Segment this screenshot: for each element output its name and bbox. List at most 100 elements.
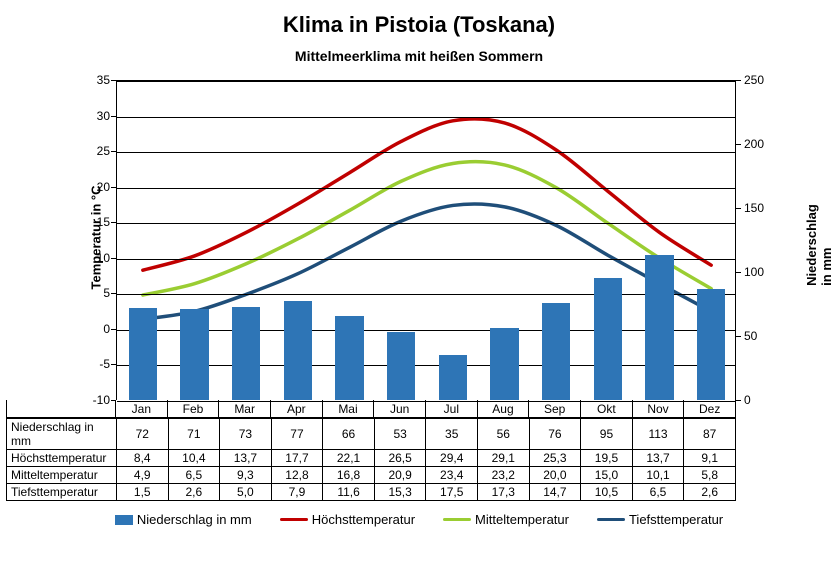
y2-tick-label: 0	[744, 393, 751, 407]
table-cell: 5,8	[684, 467, 736, 484]
bar-precip	[129, 308, 157, 400]
gridline	[117, 152, 736, 153]
table-cell: 15,3	[374, 484, 426, 501]
table-cell: 6,5	[632, 484, 684, 501]
table-cell: 113	[632, 419, 684, 450]
y1-tickmark	[111, 258, 116, 259]
table-row: Höchsttemperatur8,410,413,717,722,126,52…	[7, 450, 736, 467]
table-cell: 17,5	[426, 484, 478, 501]
y2-tickmark	[736, 80, 741, 81]
line-tmin	[143, 204, 711, 319]
table-cell: 17,7	[271, 450, 323, 467]
table-cell: 76	[529, 419, 581, 450]
table-row: Mitteltemperatur4,96,59,312,816,820,923,…	[7, 467, 736, 484]
table-cell: 66	[323, 419, 375, 450]
climate-chart-container: Klima in Pistoia (Toskana) Mittelmeerkli…	[0, 0, 838, 579]
bar-precip	[490, 328, 518, 400]
table-cell: 23,2	[478, 467, 530, 484]
y1-tick-label: 15	[82, 215, 110, 229]
line-tmax	[143, 119, 711, 270]
line-tmean	[143, 162, 711, 295]
y2-tickmark	[736, 144, 741, 145]
table-cell: 23,4	[426, 467, 478, 484]
table-cell: 53	[374, 419, 426, 450]
legend-item-tmin: Tiefsttemperatur	[597, 512, 723, 527]
y2-axis-line	[735, 81, 736, 400]
table-cell: 13,7	[632, 450, 684, 467]
category-label: Mai	[323, 400, 375, 418]
bar-precip	[542, 303, 570, 400]
legend-swatch	[280, 518, 308, 521]
table-cell: 20,0	[529, 467, 581, 484]
table-cell: 1,5	[116, 484, 168, 501]
bar-precip	[645, 255, 673, 400]
legend-label: Niederschlag in mm	[137, 512, 252, 527]
category-label: Aug	[478, 400, 530, 418]
category-label: Dez	[684, 400, 736, 418]
table-cell: 71	[168, 419, 220, 450]
category-label: Jan	[116, 400, 168, 418]
y1-tickmark	[111, 80, 116, 81]
y1-tick-label: 30	[82, 109, 110, 123]
y2-tickmark	[736, 400, 741, 401]
category-label: Feb	[168, 400, 220, 418]
gridline	[117, 223, 736, 224]
legend-label: Mitteltemperatur	[475, 512, 569, 527]
category-label: Sep	[529, 400, 581, 418]
category-label: Nov	[633, 400, 685, 418]
y2-tick-label: 250	[744, 73, 764, 87]
table-cell: 77	[271, 419, 323, 450]
gridline	[117, 330, 736, 331]
table-cell: 73	[220, 419, 272, 450]
table-cell: 10,1	[632, 467, 684, 484]
table-cell: 20,9	[374, 467, 426, 484]
chart-title: Klima in Pistoia (Toskana)	[0, 12, 838, 38]
category-label: Jul	[426, 400, 478, 418]
y1-tick-label: -5	[82, 357, 110, 371]
y1-axis-label: Temperatur in °C	[88, 186, 103, 290]
chart-subtitle: Mittelmeerklima mit heißen Sommern	[0, 48, 838, 64]
y1-tick-label: 20	[82, 180, 110, 194]
table-cell: 19,5	[581, 450, 633, 467]
y1-tickmark	[111, 222, 116, 223]
gridline	[117, 117, 736, 118]
gridline	[117, 81, 736, 82]
bar-precip	[594, 278, 622, 400]
table-row: Niederschlag in mm7271737766533556769511…	[7, 419, 736, 450]
legend-label: Tiefsttemperatur	[629, 512, 723, 527]
y1-tickmark	[111, 151, 116, 152]
table-cell: 95	[581, 419, 633, 450]
table-cell: 87	[684, 419, 736, 450]
y1-tick-label: 35	[82, 73, 110, 87]
legend-item-tmean: Mitteltemperatur	[443, 512, 569, 527]
table-cell: 29,4	[426, 450, 478, 467]
gridline	[117, 365, 736, 366]
bar-precip	[439, 355, 467, 400]
y1-tick-label: 10	[82, 251, 110, 265]
table-cell: 9,1	[684, 450, 736, 467]
table-cell: 9,3	[220, 467, 272, 484]
y1-tickmark	[111, 116, 116, 117]
table-cell: 25,3	[529, 450, 581, 467]
y1-tick-label: 25	[82, 144, 110, 158]
legend-item-tmax: Höchsttemperatur	[280, 512, 415, 527]
legend-swatch	[443, 518, 471, 521]
y2-tick-label: 50	[744, 329, 757, 343]
y2-tickmark	[736, 272, 741, 273]
row-label: Tiefsttemperatur	[7, 484, 117, 501]
gridline	[117, 188, 736, 189]
category-label: Okt	[581, 400, 633, 418]
table-cell: 22,1	[323, 450, 375, 467]
y2-tickmark	[736, 208, 741, 209]
table-cell: 14,7	[529, 484, 581, 501]
table-cell: 4,9	[116, 467, 168, 484]
table-cell: 12,8	[271, 467, 323, 484]
table-cell: 15,0	[581, 467, 633, 484]
y1-tick-label: 5	[82, 286, 110, 300]
y2-tick-label: 200	[744, 137, 764, 151]
y2-tick-label: 150	[744, 201, 764, 215]
y2-tick-label: 100	[744, 265, 764, 279]
y2-tickmark	[736, 336, 741, 337]
bar-precip	[284, 301, 312, 400]
table-row: Tiefsttemperatur1,52,65,07,911,615,317,5…	[7, 484, 736, 501]
